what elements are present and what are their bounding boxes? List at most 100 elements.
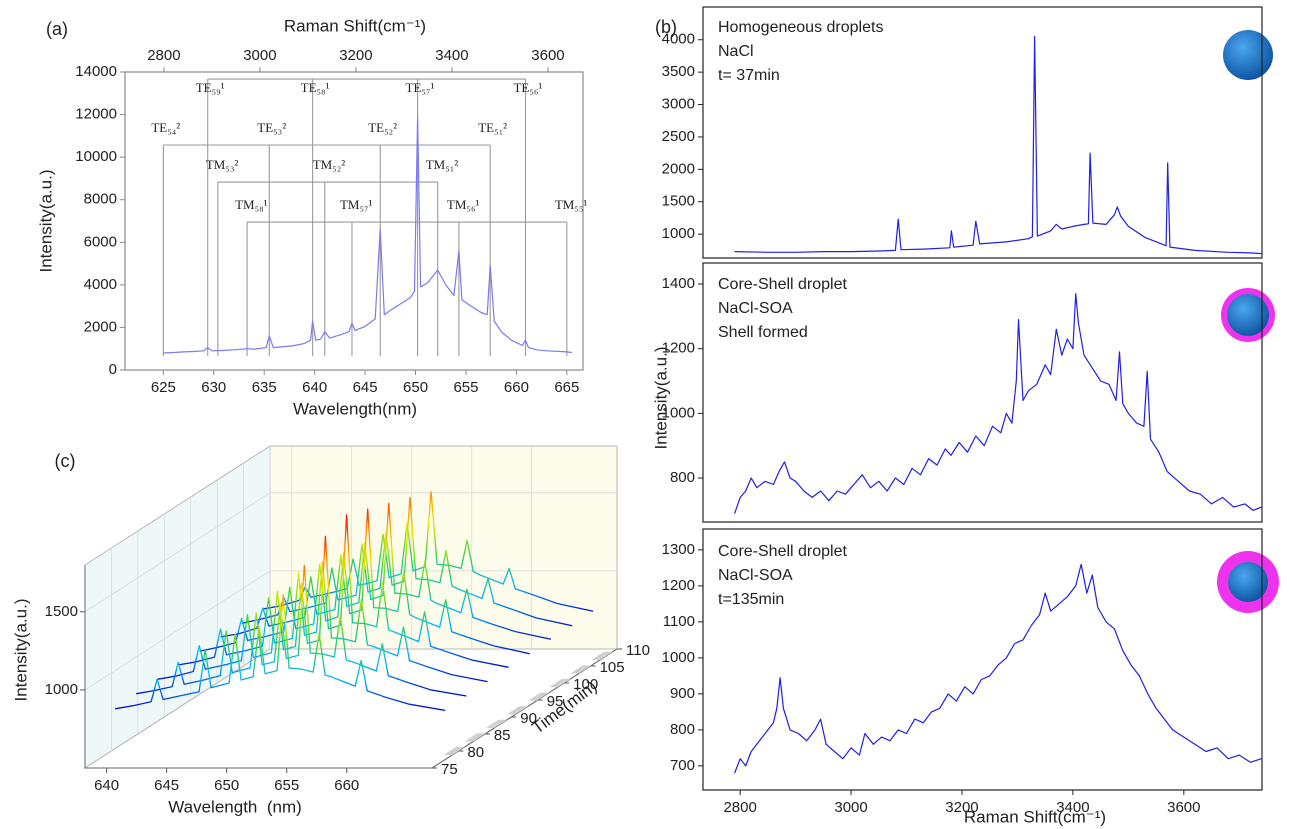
y-tick-label: 1000 [662,404,695,421]
time-marker [443,746,465,756]
plot-frame [702,262,1263,523]
x-tick-label: 3000 [834,799,867,816]
spectrum-trace [136,564,467,697]
plot-frame [124,71,584,371]
plot-frame [702,528,1263,791]
panel-label: (a) [46,19,68,39]
y-tick-label: 75 [441,761,458,778]
x-tick-label: 650 [214,777,239,794]
x-tick-label: 640 [94,777,119,794]
y-tick-label: 1200 [662,340,695,357]
z-tick-label: 1500 [45,603,78,620]
x-axis-label: Wavelength(nm) [293,399,417,418]
y-tick-label: 110 [626,642,650,659]
annotation: NaCl-SOA [718,300,793,317]
y-tick-label: 3500 [662,63,695,80]
mode-label: TE₅₆¹ [513,80,542,95]
mode-label: TE₅₂² [368,120,397,135]
mode-label: TE₅₄² [151,120,180,135]
droplet-icon [1223,30,1273,80]
mode-label: TE₅₃² [257,120,286,135]
x2-tick-label: 3200 [339,47,372,64]
x-axis-label: Wavelength (nm) [168,797,302,816]
spectrum-line [734,35,1262,255]
x2-tick-label: 3000 [243,47,276,64]
x2-tick-label: 3400 [435,47,468,64]
spectrum-line [734,293,1262,514]
y-tick-label: 1400 [662,275,695,292]
y-tick-label: 4000 [84,276,117,293]
z-tick-label: 1000 [45,681,78,698]
y-tick-label: 1300 [662,541,695,558]
x2-axis-label: Raman Shift(cm⁻¹) [284,16,426,35]
time-marker [506,706,529,715]
y-tick-label: 4000 [662,31,695,48]
y-tick-label: 85 [494,727,511,744]
y-tick-label: 1100 [663,613,695,630]
spectrum-trace [157,535,488,683]
y-tick-label: 0 [109,361,117,378]
y-tick-label: 12000 [75,106,117,123]
mode-label: TM₅₁² [426,157,459,172]
y-tick-label: 105 [600,659,625,676]
time-marker [570,665,592,674]
y-axis-label: Intensity(a.u.) [651,347,670,450]
panel-label: (b) [655,17,677,37]
y-tick-label: 10000 [75,148,117,165]
spectrum-trace [241,496,573,627]
y-tick-label: 1200 [662,577,695,594]
mode-label: TM₅₇¹ [340,197,373,212]
droplet-icon [1228,562,1268,602]
y-tick-label: 1500 [662,193,695,210]
x-tick-label: 650 [403,379,428,396]
y-tick-label: 8000 [84,191,117,208]
y-axis-label: Intensity(a.u.) [36,170,55,273]
spectrum-trace [199,508,530,655]
annotation: Shell formed [718,324,808,341]
x-tick-label: 630 [201,379,226,396]
y-tick-label: 2000 [84,318,117,335]
mode-label: TE₅₉¹ [196,80,225,95]
x-tick-label: 655 [453,379,478,396]
annotation: Core-Shell droplet [718,276,848,293]
time-marker [591,651,613,660]
y-tick-label: 1000 [662,225,695,242]
mode-label: TM₅₂² [313,157,346,172]
panel-label: (c) [55,451,76,471]
y-tick-label: 90 [520,710,537,727]
droplet-icon [1227,294,1269,336]
mode-label: TE₅₇¹ [406,80,435,95]
y-tick-label: 100 [573,676,598,693]
x-tick-label: 645 [154,777,179,794]
x-tick-label: 645 [353,379,378,396]
x-tick-label: 635 [252,379,277,396]
x-tick-label: 2800 [723,799,756,816]
x-tick-label: 660 [334,777,359,794]
x-tick-label: 640 [302,379,327,396]
x-tick-label: 625 [151,379,176,396]
y-tick-label: 2000 [662,160,695,177]
mode-label: TM₅₅¹ [555,197,588,212]
y-tick-label: 2500 [662,128,695,145]
x2-tick-label: 2800 [147,47,180,64]
spectrum-trace [178,514,509,668]
x-axis-label: Raman Shift(cm⁻¹) [964,807,1106,826]
spectrum-line [734,563,1262,774]
time-marker [549,678,571,688]
time-marker [528,692,550,701]
x-tick-label: 655 [274,777,299,794]
plot-frame [702,6,1263,259]
y-tick-label: 14000 [75,63,117,80]
y-tick-label: 800 [670,721,695,738]
mode-label: TE₅₈¹ [301,80,330,95]
axis-line [84,565,618,769]
annotation: NaCl [718,43,754,60]
time-marker [485,719,508,728]
z-axis-label: Intensity(a.u.) [11,599,30,702]
spectrum-trace [220,502,552,640]
spectrum-trace [114,594,446,712]
mode-label: TM₅₃² [206,157,239,172]
y-tick-label: 900 [670,685,695,702]
annotation: Core-Shell droplet [718,543,848,560]
